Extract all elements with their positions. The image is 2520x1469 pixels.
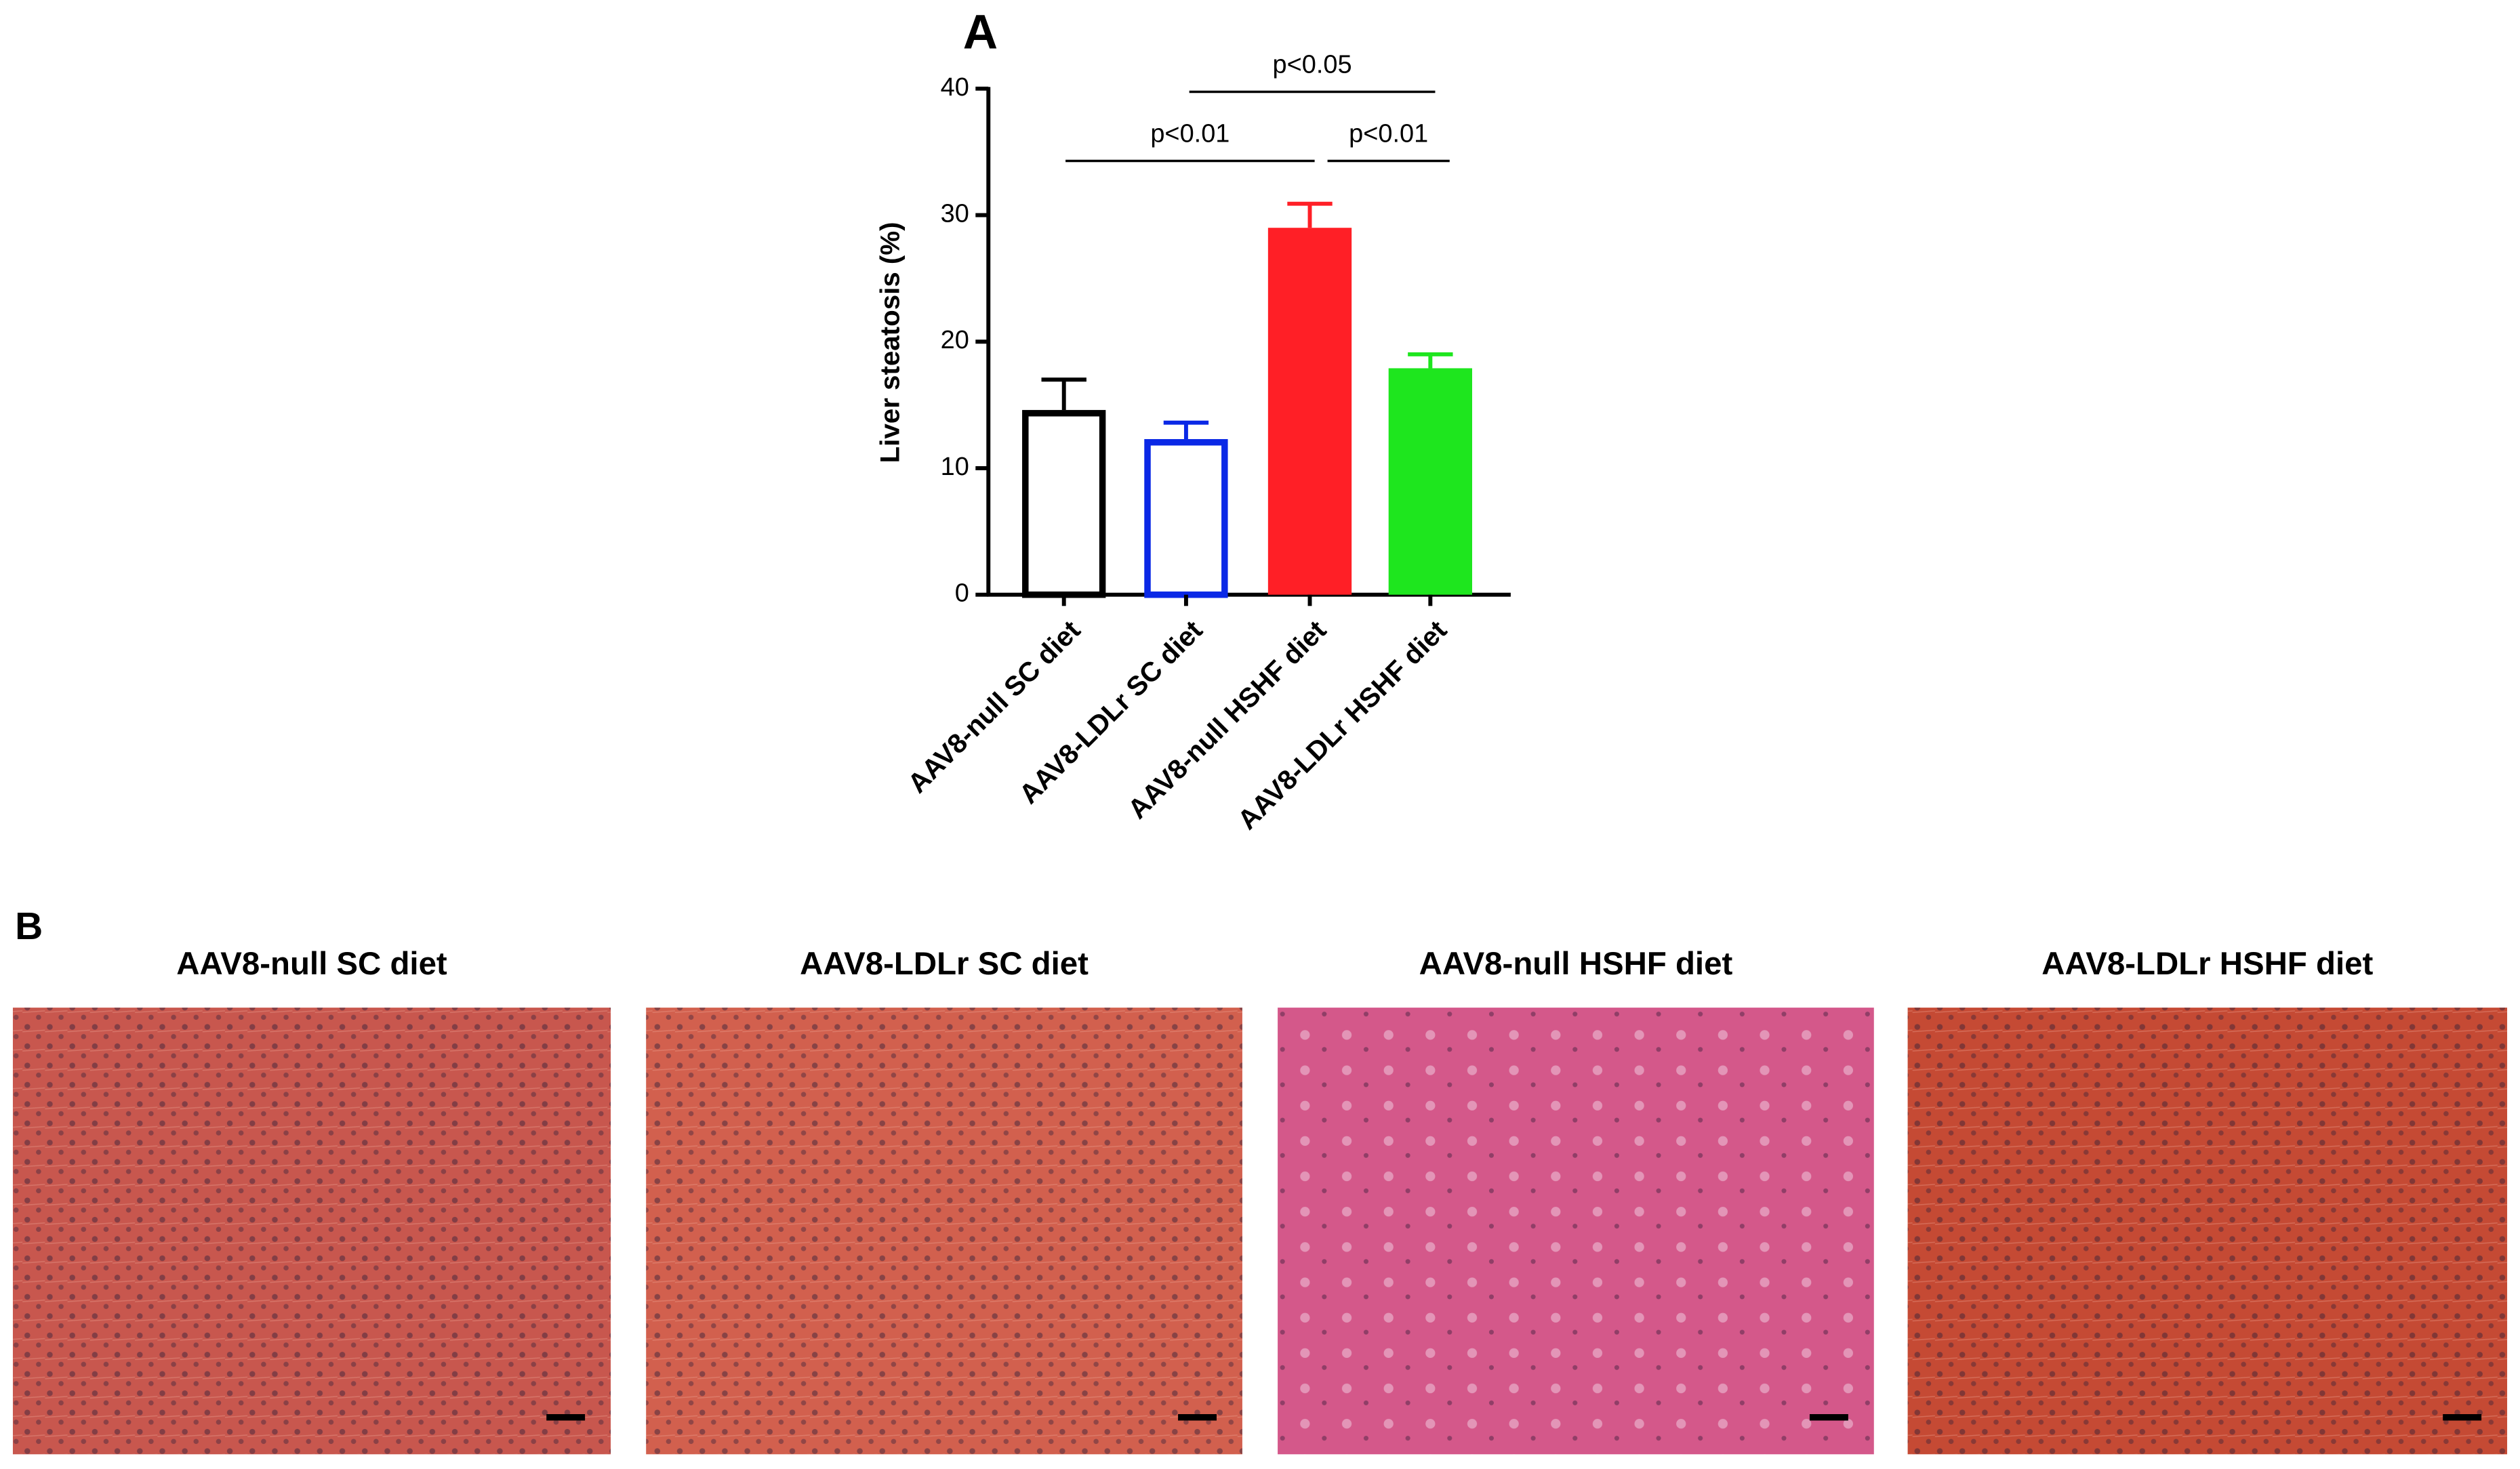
significance-label: p<0.01 <box>1349 120 1428 148</box>
bar <box>1388 368 1472 595</box>
x-tick-label: AAV8-LDLr HSHF diet <box>1232 615 1452 835</box>
histology-texture <box>12 1008 611 1455</box>
panel-label: B <box>15 905 43 948</box>
scale-bar <box>1809 1414 1848 1421</box>
x-tick-label: AAV8-null HSHF diet <box>1122 615 1332 825</box>
scale-bar <box>1178 1414 1217 1421</box>
y-tick-label: 30 <box>941 200 969 228</box>
y-tick-label: 0 <box>955 579 969 608</box>
y-axis-label: Liver steatosis (%) <box>875 222 906 463</box>
y-tick-label: 10 <box>941 453 969 481</box>
image-title: AAV8-LDLr SC diet <box>800 946 1089 982</box>
image-title: AAV8-null HSHF diet <box>1419 946 1733 982</box>
bar <box>1267 228 1352 595</box>
bar <box>1144 439 1228 598</box>
histology-texture <box>646 1008 1242 1455</box>
histology-texture <box>1907 1008 2508 1455</box>
bar <box>1022 410 1106 598</box>
histology-texture <box>1278 1008 1874 1455</box>
y-tick-label: 40 <box>941 73 969 102</box>
significance-label: p<0.05 <box>1273 51 1352 79</box>
y-tick-label: 20 <box>941 326 969 354</box>
scale-bar <box>2443 1414 2482 1421</box>
significance-label: p<0.01 <box>1150 120 1229 148</box>
image-title: AAV8-null SC diet <box>176 946 447 982</box>
image-title: AAV8-LDLr HSHF diet <box>2041 946 2373 982</box>
scale-bar <box>546 1414 586 1421</box>
panel-label: A <box>963 5 998 59</box>
